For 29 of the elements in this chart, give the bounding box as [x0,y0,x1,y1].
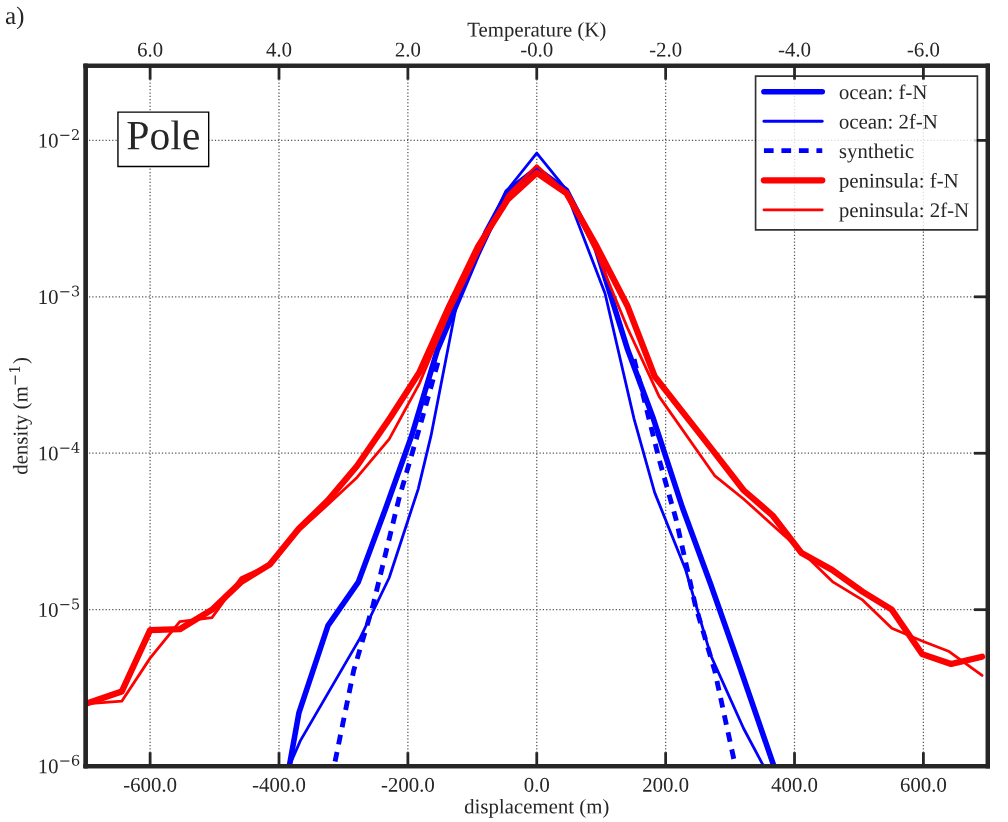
x-tick-label: -200.0 [381,777,434,792]
y-tick-label: 10$^{−2}$ [39,129,79,148]
x-tick-label: 200.0 [643,777,689,792]
legend-label: peninsula: 2f-N [839,202,969,222]
y-tick-label: 10$^{−4}$ [39,441,80,461]
y-tick-label: 10$^{−5}$ [39,598,80,617]
y-tick-label: 10$^{−6}$ [39,754,80,774]
legend-label: peninsula: f-N [839,172,959,192]
x-tick-label: 400.0 [771,777,818,792]
x-axis-title: displacement (m) [464,798,609,818]
x2-tick-label: 6.0 [137,42,163,57]
text: a) [5,6,24,30]
x2-tick-label: 4.0 [266,42,292,57]
legend-label: ocean: f-N [839,84,927,100]
x2-tick-label: 2.0 [395,42,421,57]
x2-tick-label: -6.0 [907,42,940,57]
x2-tick-label: -2.0 [649,42,682,57]
x-tick-label: -400.0 [252,777,306,792]
y-tick-label: 10$^{−3}$ [39,285,80,305]
x-tick-label: -600.0 [123,777,177,792]
y-axis-title: density (m$^{−1}$) [9,358,32,475]
x-tick-label: 0.0 [524,777,549,792]
legend-label: ocean: 2f-N [839,113,938,129]
legend-label: synthetic [839,143,914,163]
x2-tick-label: -0.0 [521,42,553,57]
annotation: Pole [127,120,199,150]
x2-axis-title: Temperature (K) [467,21,606,41]
x-tick-label: 600.0 [900,777,947,792]
x2-tick-label: -4.0 [778,42,811,57]
